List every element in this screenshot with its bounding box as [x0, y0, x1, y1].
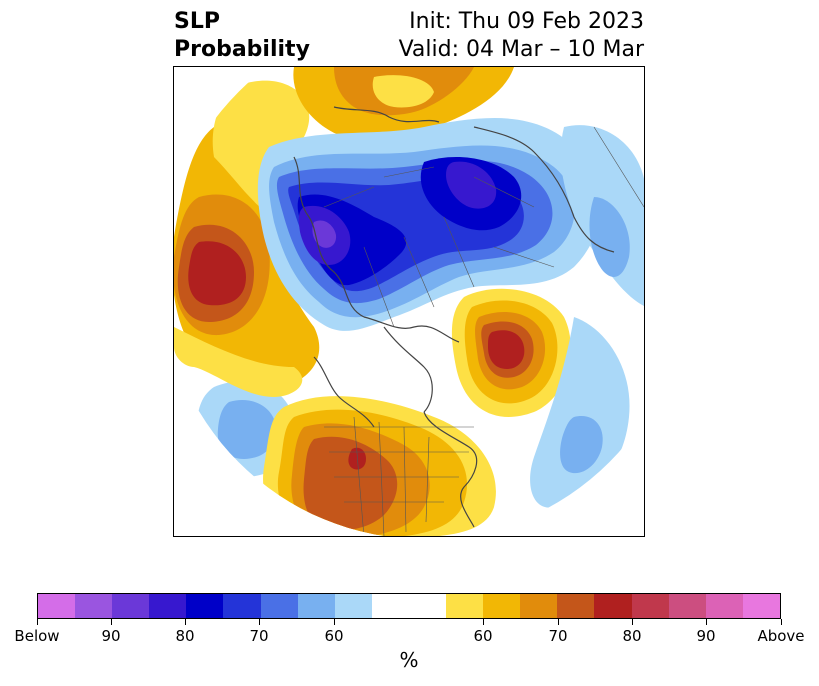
colorbar-tick [111, 619, 112, 625]
colorbar-tick-label: 80 [175, 627, 195, 645]
negative-anomaly-ne-core [589, 197, 630, 277]
colorbar-tick-label: 70 [249, 627, 269, 645]
colorbar-segment [705, 594, 743, 618]
title-line-2: Probability [174, 37, 310, 62]
colorbar-tick-label: 60 [324, 627, 344, 645]
title-line-1: SLP [174, 9, 220, 34]
colorbar-tick [706, 619, 707, 625]
borders [323, 126, 644, 536]
positive-anomaly-pacific [451, 288, 571, 417]
map-title: SLP Probability [174, 8, 310, 64]
colorbar-segment [371, 594, 409, 618]
colorbar-tick-label: 70 [548, 627, 568, 645]
colorbar-segment [446, 594, 484, 618]
colorbar-segment [594, 594, 632, 618]
colorbar-tick-label: Below [14, 627, 60, 645]
positive-rim-west [174, 327, 303, 397]
colorbar-segment [297, 594, 335, 618]
colorbar-tick-label: 80 [622, 627, 642, 645]
colorbar-tick [558, 619, 559, 625]
positive-anomaly-namerica [263, 396, 496, 536]
colorbar-segment [520, 594, 558, 618]
colorbar-tick-label: 90 [101, 627, 121, 645]
colorbar-segment [334, 594, 372, 618]
colorbar-segment [408, 594, 447, 618]
colorbar-segment [38, 594, 76, 618]
valid-range: Valid: 04 Mar – 10 Mar [398, 37, 644, 62]
forecast-dates: Init: Thu 09 Feb 2023 Valid: 04 Mar – 10… [399, 8, 644, 64]
colorbar-tick [185, 619, 186, 625]
colorbar-segment [557, 594, 595, 618]
colorbar-tick-label: 60 [473, 627, 493, 645]
colorbar-tick [632, 619, 633, 625]
colorbar-segment [742, 594, 780, 618]
colorbar-tick [259, 619, 260, 625]
colorbar-tick-label: 90 [696, 627, 716, 645]
colorbar-segment [483, 594, 521, 618]
positive-anomaly-north [293, 67, 514, 142]
colorbar-segment [75, 594, 113, 618]
positive-anomaly-west [174, 119, 320, 389]
colorbar-segment [668, 594, 706, 618]
negative-anomaly-atlantic-core [217, 399, 277, 459]
positive-rim-nw [212, 80, 310, 217]
colorbar-segment [112, 594, 150, 618]
map-svg [174, 67, 644, 536]
colorbar-tick [483, 619, 484, 625]
probability-map [173, 66, 645, 537]
colorbar-tick-label: Above [757, 627, 805, 645]
init-date: Init: Thu 09 Feb 2023 [409, 9, 644, 34]
negative-anomaly-arctic [257, 118, 601, 331]
colorbar-tick [37, 619, 38, 625]
coastlines [293, 106, 615, 528]
colorbar-unit: % [399, 648, 419, 672]
colorbar-segment [631, 594, 669, 618]
colorbar-segment [223, 594, 261, 618]
colorbar-segment [149, 594, 187, 618]
colorbar-tick [334, 619, 335, 625]
negative-anomaly-se-core [560, 416, 603, 474]
colorbar-segment [260, 594, 298, 618]
colorbar-tick [781, 619, 782, 625]
colorbar-segment [186, 594, 224, 618]
colorbar [37, 593, 781, 619]
negative-anomaly-se [530, 317, 630, 508]
